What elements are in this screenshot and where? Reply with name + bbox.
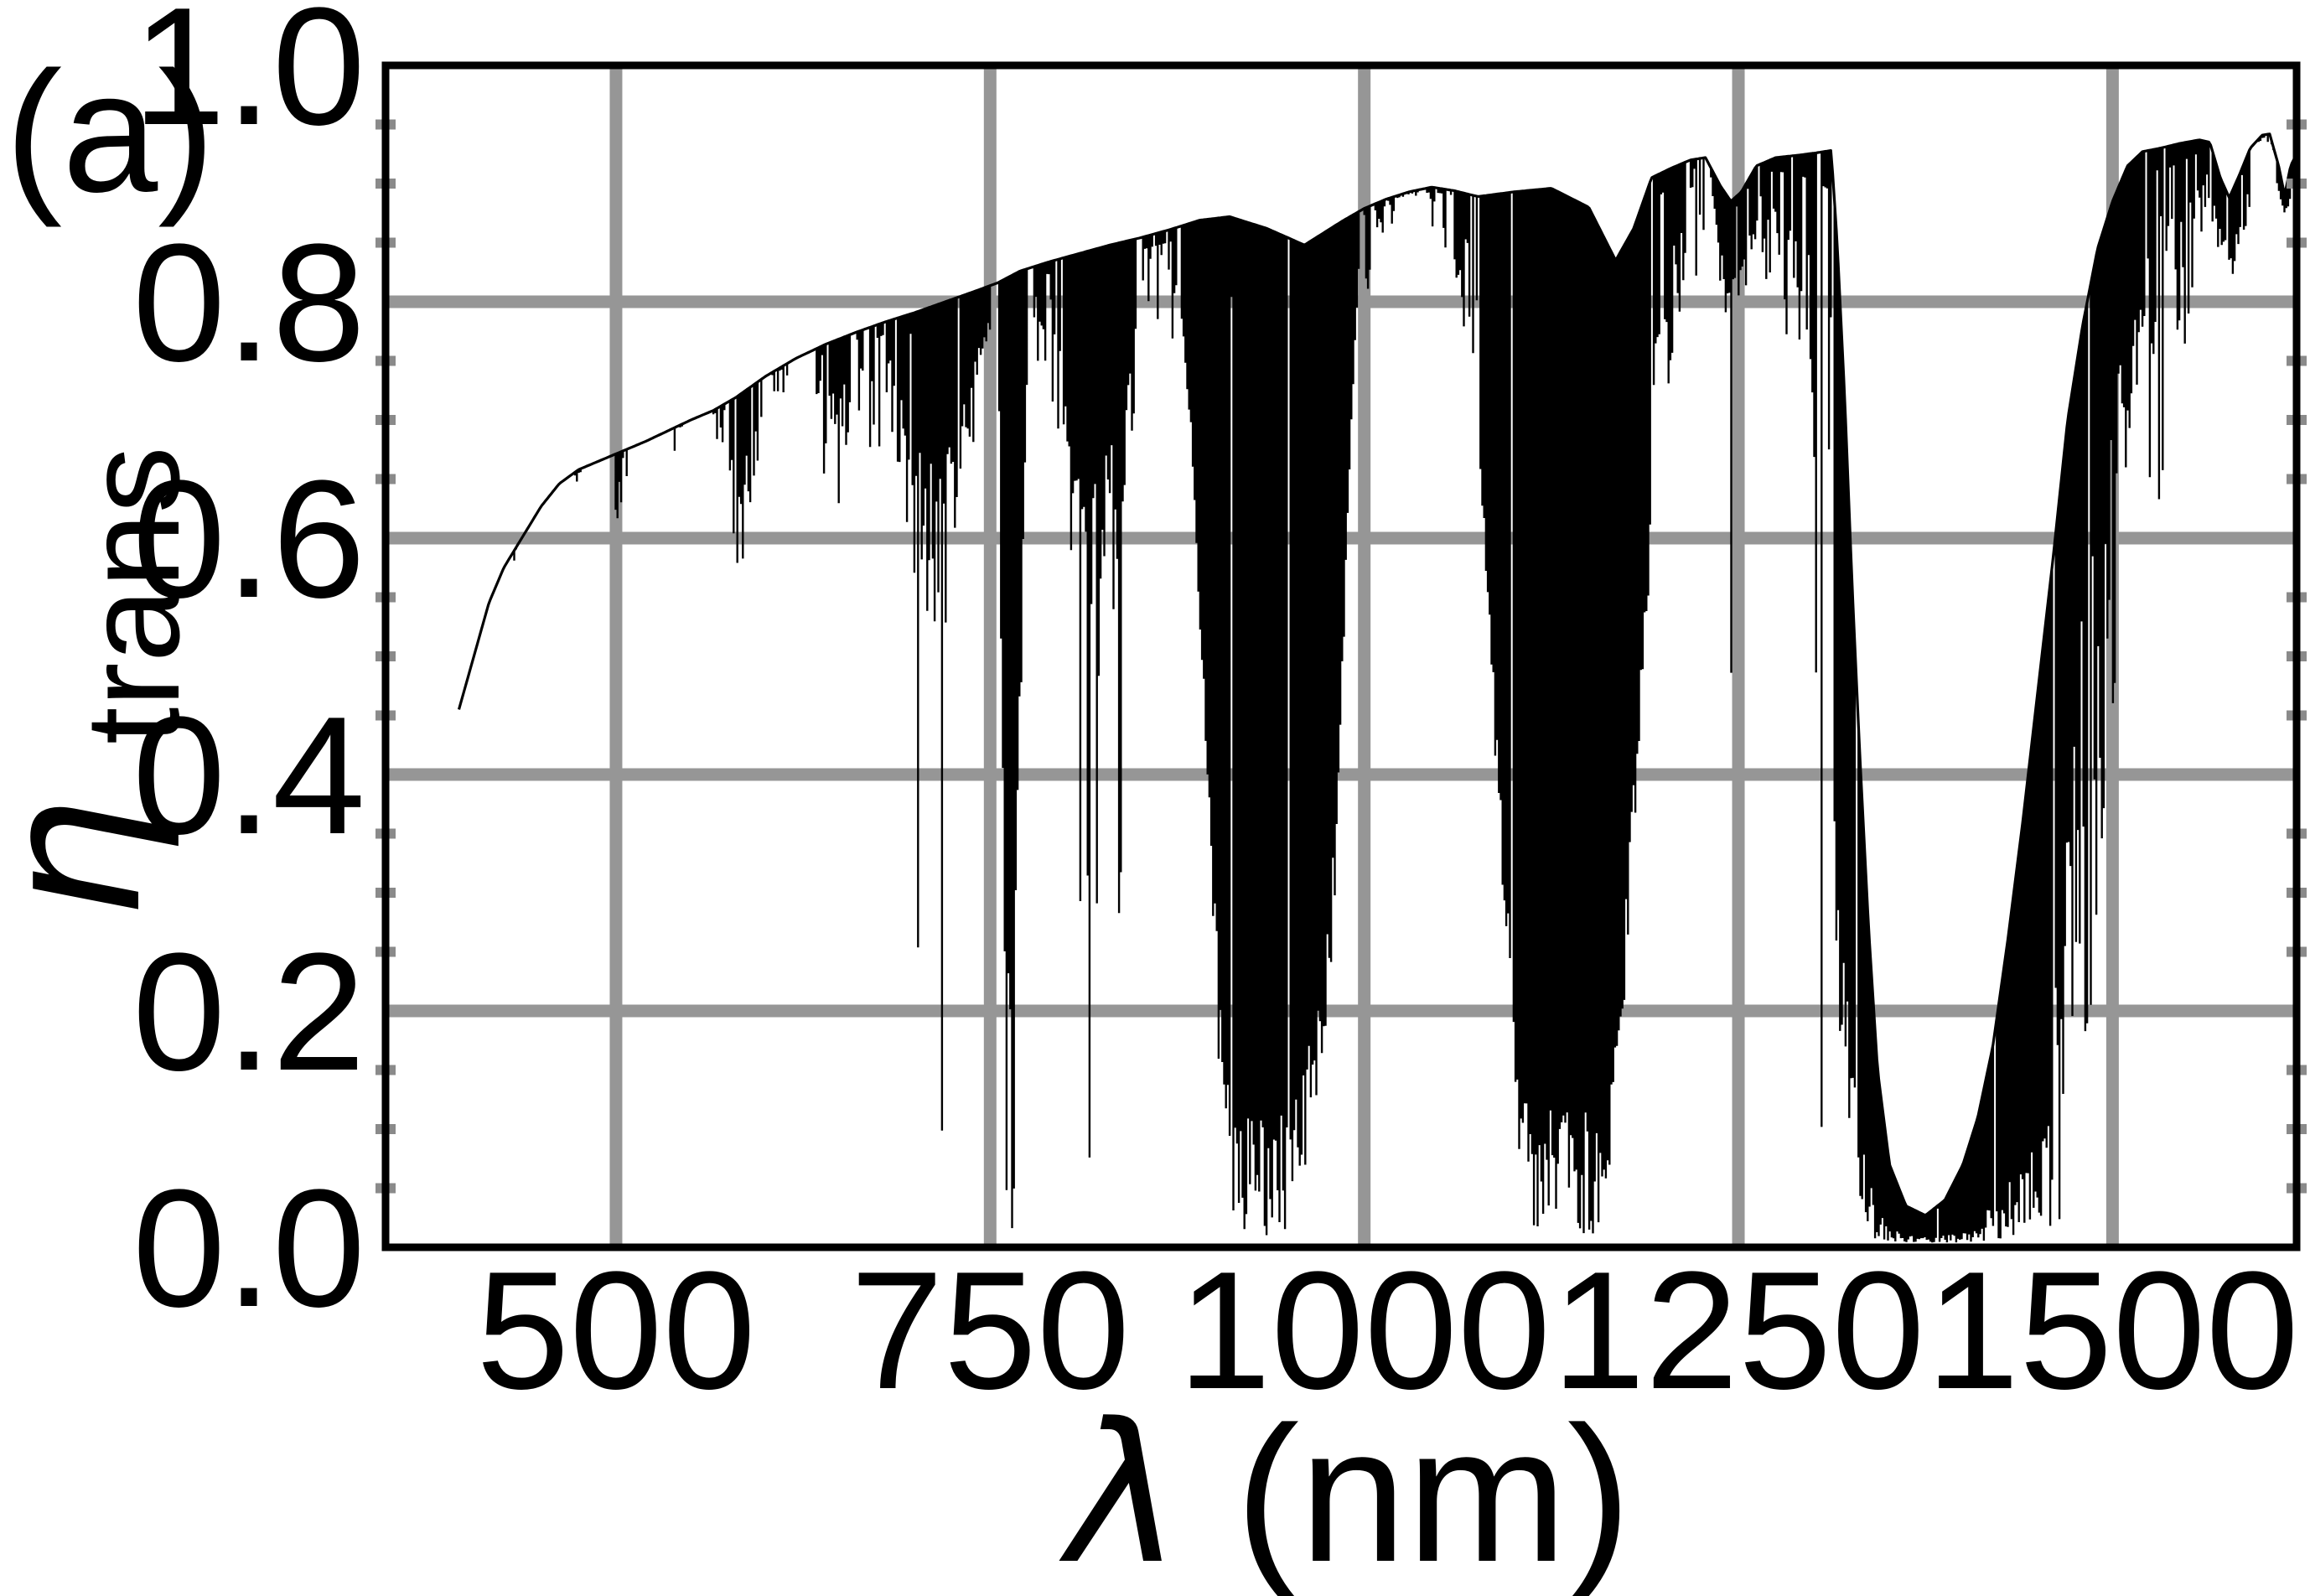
y-axis-label: η trans — [0, 446, 207, 920]
y-tick-label: 0.2 — [132, 919, 365, 1106]
x-axis-label: λ (nm) — [1059, 1383, 1632, 1596]
y-tick-label: 0.8 — [132, 210, 365, 396]
gridlines — [386, 65, 2297, 1247]
spectrum-curve — [457, 132, 2297, 1243]
x-axis-label-unit: (nm) — [1235, 1386, 1632, 1596]
y-axis-label-symbol: η — [0, 798, 184, 920]
y-tick-label: 1.0 — [132, 0, 365, 160]
x-tick-label: 500 — [476, 1237, 756, 1424]
x-axis-label-symbol: λ — [1059, 1383, 1182, 1596]
absorption-spikes — [513, 133, 2297, 1243]
y-axis-label-subscript: trans — [57, 446, 207, 744]
y-tick-label: 0.0 — [132, 1155, 365, 1342]
plot-frame — [381, 61, 2301, 1251]
panel-label: (a) — [5, 36, 215, 228]
y-tick-label: 0.4 — [132, 682, 365, 869]
y-tick-label: 0.6 — [132, 446, 365, 633]
y-tick-labels: 0.0 0.2 0.4 0.6 0.8 1.0 — [132, 0, 365, 1342]
x-tick-label: 1250 — [1552, 1237, 1925, 1424]
x-tick-label: 1500 — [1926, 1237, 2299, 1424]
x-tick-labels: 500 750 1000 1250 1500 — [476, 1237, 2299, 1424]
x-tick-label: 1000 — [1178, 1237, 1551, 1424]
x-tick-label: 750 — [850, 1237, 1130, 1424]
transmission-envelope-line — [457, 132, 2297, 1217]
